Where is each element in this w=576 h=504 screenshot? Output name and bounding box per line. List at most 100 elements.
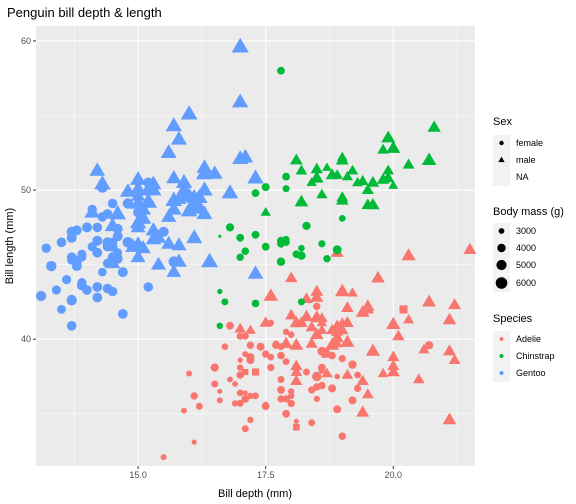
data-point — [442, 312, 457, 325]
data-point — [130, 171, 147, 185]
data-point — [338, 355, 346, 363]
data-point — [117, 309, 128, 319]
data-point — [98, 267, 107, 277]
data-point — [295, 164, 308, 175]
data-point — [341, 170, 353, 181]
data-point — [348, 396, 357, 405]
data-point — [386, 365, 400, 377]
data-point — [318, 240, 326, 248]
legend-body-mass: Body mass (g) 3000 4000 5000 6000 — [493, 206, 564, 292]
data-point — [366, 176, 380, 187]
data-point — [259, 316, 272, 327]
data-point — [109, 205, 127, 220]
data-point — [282, 395, 290, 403]
data-point — [150, 229, 167, 243]
data-point — [89, 162, 106, 176]
data-point — [352, 176, 364, 187]
data-point — [299, 309, 314, 322]
data-point — [298, 244, 305, 252]
data-point — [303, 368, 310, 376]
data-point — [293, 418, 299, 424]
data-point — [341, 368, 354, 379]
data-point — [221, 343, 229, 351]
data-point — [310, 310, 323, 321]
data-point — [285, 271, 298, 283]
legend-key-bg — [493, 169, 510, 186]
legend-species-label: Chinstrap — [516, 351, 555, 361]
data-point — [361, 388, 374, 399]
data-point — [287, 331, 295, 339]
data-point — [277, 66, 285, 75]
data-point — [341, 316, 354, 327]
data-point — [92, 222, 103, 233]
data-point — [355, 305, 370, 317]
data-point — [195, 402, 203, 410]
y-tick-label: 40 — [21, 334, 31, 344]
data-point — [246, 341, 255, 349]
data-point — [130, 195, 147, 209]
data-point — [422, 294, 436, 307]
data-point — [443, 344, 456, 356]
data-point — [107, 252, 118, 263]
data-point — [289, 315, 303, 328]
data-point — [221, 184, 239, 199]
data-point — [337, 151, 348, 161]
data-point — [425, 341, 434, 350]
x-tick-label: 17.5 — [257, 470, 275, 480]
data-point — [237, 148, 254, 163]
data-point — [158, 226, 169, 237]
legend-species-label: Adelie — [516, 334, 541, 344]
data-point — [338, 432, 347, 441]
data-point — [267, 364, 275, 372]
data-point — [221, 298, 229, 306]
data-point — [302, 221, 311, 230]
legend-mass-title: Body mass (g) — [493, 206, 564, 218]
data-point — [322, 162, 332, 171]
data-point — [361, 299, 375, 311]
data-point — [165, 117, 182, 132]
data-point — [272, 340, 280, 347]
legend-sex-key — [498, 156, 505, 163]
data-point — [175, 184, 193, 199]
data-point — [305, 337, 318, 348]
data-point — [242, 351, 249, 358]
y-axis: 40 50 60 — [21, 36, 36, 344]
data-point — [401, 248, 416, 261]
data-point — [41, 243, 51, 253]
data-point — [241, 332, 249, 340]
data-point — [112, 231, 123, 242]
data-point — [310, 327, 324, 340]
data-point — [36, 290, 47, 302]
data-point — [427, 120, 441, 132]
data-point — [313, 395, 320, 402]
data-point — [402, 158, 415, 169]
data-point — [122, 237, 134, 248]
data-point — [216, 397, 223, 404]
data-point — [241, 247, 250, 255]
data-point — [102, 209, 113, 219]
data-point — [232, 381, 239, 387]
data-point — [354, 371, 361, 379]
data-point — [82, 222, 92, 233]
data-point — [232, 93, 249, 108]
data-point — [252, 392, 259, 400]
legend-species: Species Adelie Chinstrap Gentoo — [493, 313, 555, 382]
data-point — [321, 348, 333, 358]
data-point — [160, 144, 177, 158]
data-point — [365, 343, 381, 356]
series-chinstrap — [206, 66, 441, 329]
data-point — [168, 256, 180, 268]
data-point — [262, 401, 269, 408]
data-point — [377, 143, 389, 154]
data-point — [227, 376, 233, 383]
data-point — [117, 267, 128, 278]
legend-sex-label: female — [516, 138, 543, 148]
data-point — [262, 350, 270, 358]
data-point — [226, 321, 234, 330]
data-point — [282, 185, 290, 193]
data-point — [297, 298, 305, 306]
data-point — [333, 405, 342, 414]
data-point — [290, 153, 303, 165]
data-point — [288, 388, 295, 395]
